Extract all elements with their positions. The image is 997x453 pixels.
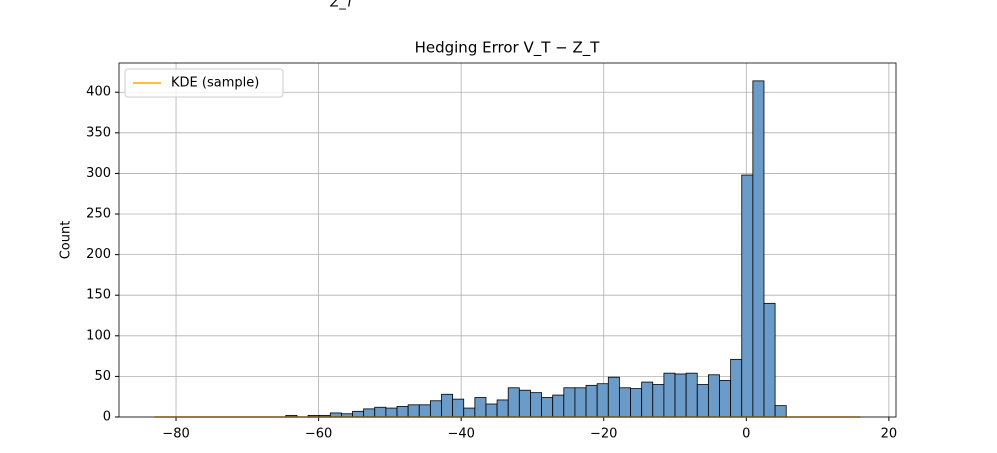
bar bbox=[607, 376, 620, 418]
y-tick-label: 0 bbox=[103, 410, 111, 425]
y-tick-label: 350 bbox=[86, 125, 111, 140]
bar bbox=[418, 404, 431, 418]
bar bbox=[552, 394, 565, 418]
bar bbox=[352, 410, 365, 418]
chart-title: Hedging Error V_T − Z_T bbox=[415, 39, 601, 58]
x-tick-label: 20 bbox=[881, 427, 898, 442]
bar bbox=[696, 384, 709, 418]
bar bbox=[507, 387, 520, 418]
bar bbox=[707, 374, 720, 418]
y-tick-label: 400 bbox=[86, 85, 111, 100]
bar bbox=[407, 404, 420, 418]
bar bbox=[774, 405, 787, 418]
bar bbox=[674, 373, 687, 418]
y-tick-label: 50 bbox=[94, 369, 111, 384]
bar bbox=[685, 372, 698, 418]
bar bbox=[563, 387, 576, 418]
legend-label: KDE (sample) bbox=[171, 76, 259, 91]
bar bbox=[719, 380, 732, 418]
bar bbox=[363, 408, 376, 418]
bar bbox=[396, 406, 409, 418]
x-tick-label: −20 bbox=[590, 427, 617, 442]
bar bbox=[585, 384, 598, 418]
y-tick-label: 100 bbox=[86, 328, 111, 343]
bar bbox=[496, 399, 509, 418]
y-axis-label: Count bbox=[59, 221, 74, 260]
bar bbox=[530, 392, 542, 418]
bar bbox=[763, 302, 776, 418]
bar bbox=[752, 80, 765, 418]
y-tick-label: 300 bbox=[86, 166, 111, 181]
bar bbox=[574, 387, 587, 418]
bar bbox=[619, 387, 631, 418]
y-tick-label: 250 bbox=[86, 207, 111, 222]
bar bbox=[730, 358, 743, 418]
fragment: Z_T bbox=[329, 0, 354, 11]
y-tick-label: 150 bbox=[86, 288, 111, 303]
axes-frame bbox=[118, 62, 897, 418]
bar bbox=[485, 403, 498, 418]
x-tick-label: −40 bbox=[447, 427, 474, 442]
bar bbox=[741, 174, 754, 418]
bar bbox=[652, 384, 665, 418]
x-tick-label: 0 bbox=[742, 427, 750, 442]
bar bbox=[596, 383, 609, 418]
bar bbox=[663, 372, 676, 418]
bar bbox=[463, 407, 476, 418]
bar bbox=[374, 406, 387, 418]
y-tick-label: 200 bbox=[86, 247, 111, 262]
bar bbox=[641, 381, 654, 418]
bar bbox=[429, 400, 442, 418]
bar bbox=[385, 407, 398, 418]
bar bbox=[518, 389, 531, 418]
bar bbox=[441, 393, 454, 418]
legend-box bbox=[124, 68, 284, 98]
bar bbox=[630, 388, 643, 418]
bar bbox=[541, 397, 554, 418]
x-tick-label: −60 bbox=[305, 427, 332, 442]
bar bbox=[452, 398, 465, 418]
bar bbox=[474, 397, 487, 418]
x-tick-label: −80 bbox=[162, 427, 189, 442]
